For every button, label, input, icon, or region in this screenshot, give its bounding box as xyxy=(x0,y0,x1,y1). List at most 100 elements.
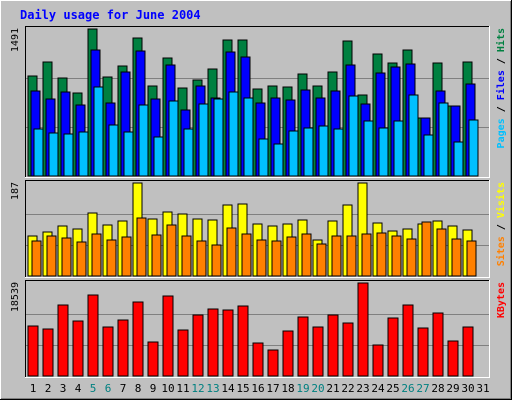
legend-entry-files: Files xyxy=(495,70,507,100)
x-tick-label: 14 xyxy=(221,382,235,395)
bar-sites-day-19 xyxy=(301,233,312,277)
bar-kbytes-day-2 xyxy=(42,328,54,377)
bar-sites-day-22 xyxy=(346,235,357,277)
bar-sites-day-20 xyxy=(316,243,327,277)
bar-sites-day-9 xyxy=(151,234,162,277)
bar-sites-day-25 xyxy=(391,235,402,277)
bar-pages-day-12 xyxy=(198,103,209,177)
x-tick-label: 26 xyxy=(401,382,414,395)
bar-kbytes-day-26 xyxy=(402,304,414,377)
x-tick-label: 18 xyxy=(281,382,294,395)
legend-entry-kbytes: KBytes xyxy=(496,282,507,318)
panel-hits: 1491 Pages / Files / Hits xyxy=(10,26,507,178)
bar-kbytes-day-3 xyxy=(57,304,69,377)
legend-separator: / xyxy=(496,100,507,118)
bar-sites-day-14 xyxy=(226,227,237,277)
x-tick-label: 1 xyxy=(30,382,37,395)
x-tick-label: 21 xyxy=(326,382,339,395)
bar-sites-day-29 xyxy=(451,238,462,277)
x-tick-label: 31 xyxy=(476,382,489,395)
x-tick-label: 15 xyxy=(236,382,249,395)
bar-sites-day-24 xyxy=(376,232,387,277)
series-kbytes xyxy=(27,282,474,377)
x-tick-label: 8 xyxy=(135,382,142,395)
bar-sites-day-12 xyxy=(196,240,207,277)
bar-sites-day-23 xyxy=(361,233,372,277)
bar-pages-day-7 xyxy=(123,131,134,177)
series-pages xyxy=(33,86,479,177)
bar-pages-day-14 xyxy=(228,91,239,177)
bar-kbytes-day-28 xyxy=(432,312,444,377)
bar-kbytes-day-23 xyxy=(357,282,369,377)
bar-pages-day-28 xyxy=(438,102,449,177)
bar-kbytes-day-27 xyxy=(417,327,429,377)
bar-pages-day-3 xyxy=(63,133,74,177)
x-tick-label: 22 xyxy=(341,382,354,395)
bar-sites-day-7 xyxy=(121,236,132,277)
x-tick-label: 4 xyxy=(75,382,82,395)
bar-pages-day-30 xyxy=(468,119,479,177)
series-sites xyxy=(31,217,477,277)
x-tick-label: 20 xyxy=(311,382,324,395)
y-axis-max-label: 1491 xyxy=(10,28,21,52)
legend-entry-pages: Pages xyxy=(496,118,507,148)
bar-pages-day-26 xyxy=(408,94,419,177)
y-axis-max-label: 187 xyxy=(10,182,21,200)
bar-sites-day-1 xyxy=(31,240,42,277)
bar-pages-day-6 xyxy=(108,124,119,177)
legend: Sites / Visits xyxy=(495,182,507,266)
bar-sites-day-28 xyxy=(436,228,447,277)
bar-sites-day-26 xyxy=(406,238,417,277)
bar-kbytes-day-18 xyxy=(282,330,294,377)
bar-sites-day-2 xyxy=(46,235,57,277)
bar-kbytes-day-30 xyxy=(462,326,474,377)
panel-kbytes: 18539 KBytes xyxy=(10,280,507,378)
bar-kbytes-day-13 xyxy=(207,308,219,377)
x-tick-label: 2 xyxy=(45,382,52,395)
bar-sites-day-15 xyxy=(241,233,252,277)
bar-pages-day-22 xyxy=(348,95,359,177)
bar-kbytes-day-16 xyxy=(252,342,264,377)
bar-pages-day-11 xyxy=(183,128,194,177)
bar-pages-day-4 xyxy=(78,131,89,177)
bar-kbytes-day-11 xyxy=(177,329,189,377)
x-tick-label: 5 xyxy=(90,382,97,395)
chart-panels: 1491 Pages / Files / Hits 187 Sites / Visit… xyxy=(10,26,507,378)
bar-kbytes-day-9 xyxy=(147,341,159,377)
legend-entry-visits: Visits xyxy=(495,182,507,218)
bar-pages-day-17 xyxy=(273,143,284,177)
bar-sites-day-6 xyxy=(106,239,117,277)
bar-pages-day-25 xyxy=(393,120,404,177)
bar-pages-day-10 xyxy=(168,100,179,177)
bar-sites-day-5 xyxy=(91,233,102,277)
bar-sites-day-21 xyxy=(331,235,342,277)
bar-sites-day-16 xyxy=(256,239,267,277)
bar-pages-day-23 xyxy=(363,120,374,177)
x-tick-label: 23 xyxy=(356,382,369,395)
bar-kbytes-day-14 xyxy=(222,309,234,377)
bar-kbytes-day-22 xyxy=(342,322,354,377)
bar-pages-day-20 xyxy=(318,125,329,177)
x-tick-label: 27 xyxy=(416,382,429,395)
x-tick-label: 10 xyxy=(161,382,174,395)
x-tick-label: 7 xyxy=(120,382,127,395)
bar-kbytes-day-24 xyxy=(372,344,384,377)
bar-pages-day-18 xyxy=(288,130,299,177)
bar-kbytes-day-5 xyxy=(87,294,99,377)
x-tick-label: 13 xyxy=(206,382,219,395)
x-tick-label: 19 xyxy=(296,382,309,395)
bar-kbytes-day-12 xyxy=(192,314,204,377)
bar-kbytes-day-10 xyxy=(162,295,174,377)
bar-kbytes-day-20 xyxy=(312,326,324,377)
x-tick-label: 12 xyxy=(191,382,204,395)
bar-kbytes-day-7 xyxy=(117,319,129,377)
legend-separator: / xyxy=(496,52,507,70)
x-tick-label: 29 xyxy=(446,382,459,395)
bar-sites-day-30 xyxy=(466,240,477,277)
bar-pages-day-16 xyxy=(258,138,269,177)
bar-kbytes-day-29 xyxy=(447,340,459,377)
bar-pages-day-13 xyxy=(213,98,224,177)
chart-title: Daily usage for June 2004 xyxy=(20,8,201,22)
bar-kbytes-day-15 xyxy=(237,305,249,377)
